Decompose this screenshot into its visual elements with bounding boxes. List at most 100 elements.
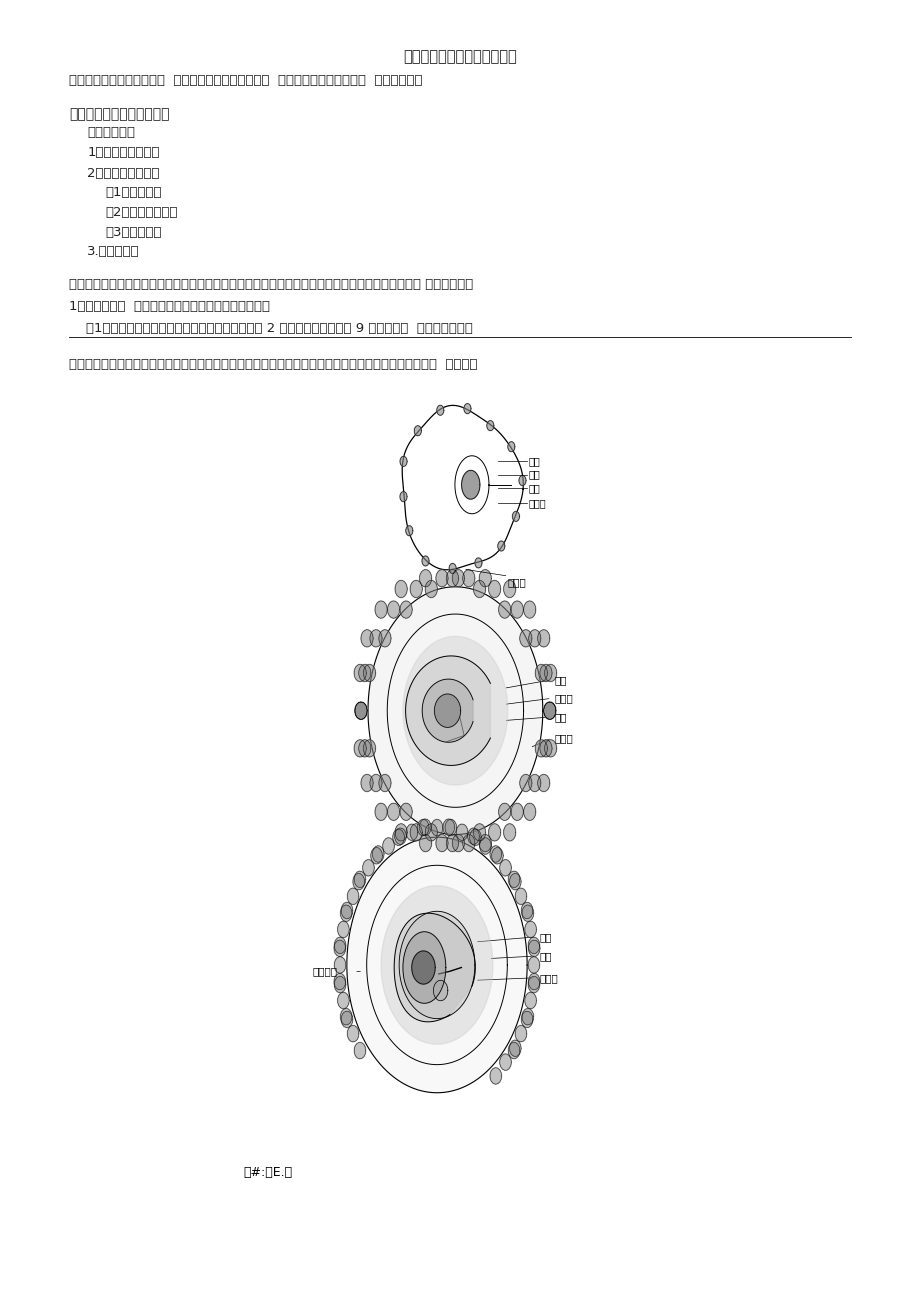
Polygon shape: [355, 702, 367, 720]
Polygon shape: [525, 921, 536, 938]
Polygon shape: [334, 957, 346, 973]
Polygon shape: [354, 739, 366, 758]
Polygon shape: [462, 835, 474, 852]
Polygon shape: [488, 824, 500, 841]
Polygon shape: [544, 664, 556, 682]
Polygon shape: [363, 664, 375, 682]
Polygon shape: [490, 1068, 501, 1084]
Text: 胚体: 胚体: [528, 484, 540, 493]
Polygon shape: [479, 570, 491, 587]
Polygon shape: [410, 824, 422, 841]
Polygon shape: [340, 905, 352, 922]
Polygon shape: [486, 421, 494, 430]
Text: 绍毛膜: 绍毛膜: [554, 733, 573, 743]
Polygon shape: [419, 819, 431, 836]
Polygon shape: [394, 824, 407, 841]
Polygon shape: [372, 846, 383, 862]
Polygon shape: [425, 580, 437, 597]
Polygon shape: [422, 679, 472, 742]
Polygon shape: [436, 835, 448, 852]
Text: 羊膜: 羊膜: [554, 712, 566, 722]
Polygon shape: [528, 973, 539, 990]
Polygon shape: [503, 824, 516, 841]
Polygon shape: [511, 803, 523, 820]
Polygon shape: [445, 819, 456, 836]
Polygon shape: [461, 471, 480, 499]
Polygon shape: [509, 1041, 520, 1056]
Text: （1）中胚叶造血期：此期造血大约在人胚发育第 2 周末开始，到人胚第 9 周时止。卵  黄囊壁上的胚外: （1）中胚叶造血期：此期造血大约在人胚发育第 2 周末开始，到人胚第 9 周时止…: [69, 322, 472, 335]
Polygon shape: [437, 406, 444, 415]
Polygon shape: [433, 981, 448, 1000]
Polygon shape: [347, 888, 358, 905]
Polygon shape: [358, 739, 370, 758]
Polygon shape: [340, 1008, 352, 1025]
Polygon shape: [479, 835, 491, 852]
Polygon shape: [347, 1025, 358, 1042]
Polygon shape: [544, 739, 556, 758]
Text: 一、造血器官与造血微环境  二、造血干细胞分化与调控  三、血细胞的发育与成熟  四、细胞凋亡: 一、造血器官与造血微环境 二、造血干细胞分化与调控 三、血细胞的发育与成熟 四、…: [69, 74, 422, 87]
Text: 渐绍毛膜: 渐绍毛膜: [312, 966, 337, 977]
Polygon shape: [414, 425, 421, 436]
Polygon shape: [375, 803, 387, 820]
Polygon shape: [387, 601, 399, 618]
Polygon shape: [406, 824, 417, 841]
Text: （1）骨髓造血: （1）骨髓造血: [106, 186, 162, 200]
Text: 脂带: 脂带: [539, 951, 550, 961]
Polygon shape: [341, 902, 352, 919]
Polygon shape: [434, 694, 460, 728]
Polygon shape: [379, 630, 391, 647]
Polygon shape: [394, 580, 407, 597]
Polygon shape: [368, 587, 542, 835]
Polygon shape: [522, 1008, 533, 1025]
Polygon shape: [498, 803, 510, 820]
Polygon shape: [400, 601, 412, 618]
Polygon shape: [515, 888, 527, 905]
Polygon shape: [355, 702, 367, 720]
Polygon shape: [470, 829, 481, 845]
Polygon shape: [360, 775, 373, 792]
Polygon shape: [403, 636, 507, 785]
Polygon shape: [537, 775, 550, 792]
Polygon shape: [334, 973, 346, 990]
Polygon shape: [417, 819, 428, 836]
Text: 3.造血微环境: 3.造血微环境: [87, 245, 140, 258]
Polygon shape: [446, 570, 458, 587]
Polygon shape: [528, 938, 539, 953]
Polygon shape: [523, 601, 535, 618]
Polygon shape: [463, 403, 471, 413]
Polygon shape: [403, 932, 446, 1003]
Polygon shape: [410, 580, 422, 597]
Polygon shape: [522, 905, 533, 922]
Polygon shape: [425, 824, 437, 841]
Polygon shape: [535, 739, 547, 758]
Polygon shape: [525, 992, 536, 1009]
Polygon shape: [452, 835, 464, 852]
Polygon shape: [431, 819, 442, 836]
Polygon shape: [528, 957, 539, 973]
Polygon shape: [399, 911, 474, 1018]
Polygon shape: [490, 846, 501, 862]
Polygon shape: [375, 601, 387, 618]
Polygon shape: [354, 664, 366, 682]
Text: 2．出生后造血器官: 2．出生后造血器官: [87, 167, 160, 180]
Text: 胚囊: 胚囊: [554, 674, 566, 685]
Polygon shape: [354, 871, 366, 888]
Polygon shape: [334, 940, 346, 957]
Polygon shape: [334, 938, 346, 953]
Polygon shape: [499, 1054, 511, 1071]
Polygon shape: [362, 859, 374, 876]
Polygon shape: [539, 664, 551, 682]
Polygon shape: [491, 848, 503, 865]
Polygon shape: [515, 1025, 527, 1042]
Polygon shape: [543, 702, 555, 720]
Polygon shape: [369, 630, 381, 647]
Text: 中胚层细胞是一些未分化的、具有自我更新能力的细胞，这些细胞聚集成团称血岛。血岛是人类最初的造  血中心。: 中胚层细胞是一些未分化的、具有自我更新能力的细胞，这些细胞聚集成团称血岛。血岛是…: [69, 357, 477, 370]
Text: 卵黄囊: 卵黄囊: [539, 973, 557, 983]
Polygon shape: [519, 775, 531, 792]
Polygon shape: [507, 442, 515, 451]
Polygon shape: [528, 630, 540, 647]
Polygon shape: [337, 992, 349, 1009]
Text: 卵黄囊: 卵黄囊: [554, 694, 573, 703]
Polygon shape: [528, 977, 539, 992]
Polygon shape: [479, 837, 491, 854]
